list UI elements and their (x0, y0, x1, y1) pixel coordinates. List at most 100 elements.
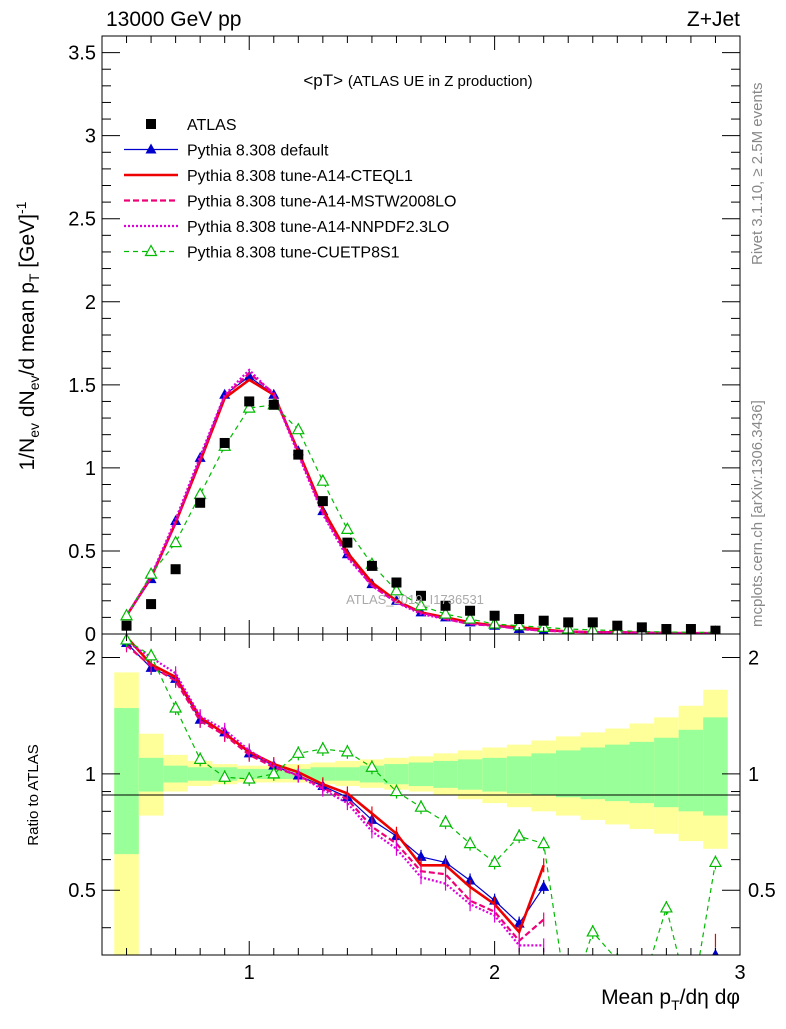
point-cuetp8s1-5 (242, 400, 256, 413)
y-tick-label-main-0: 0 (85, 624, 96, 646)
legend-entry-atlas: ATLAS (146, 117, 237, 134)
ratio-line-mstw-seg-0 (125, 644, 545, 943)
band-inner-16 (506, 756, 532, 794)
energy-label: 13000 GeV pp (106, 8, 241, 31)
band-inner-15 (482, 757, 507, 792)
point-atlas-2 (170, 564, 181, 575)
x-tick-label-2: 3 (734, 962, 745, 984)
y-tick-label-main-5: 2.5 (68, 209, 96, 231)
band-inner-13 (433, 760, 458, 788)
point-cuetp8s1-13 (439, 606, 453, 619)
legend-entry-cteql1: Pythia 8.308 tune-A14-CTEQL1 (124, 168, 413, 185)
y-axis-label-main: 1/Nev dNev/d mean pT [GeV]-1 (13, 201, 42, 470)
point-default-5 (243, 370, 255, 381)
point-atlas-9 (342, 537, 353, 548)
line-nnpdf-seg-0 (125, 368, 716, 634)
legend-marker-default (145, 143, 157, 154)
ratio-line-nnpdf-seg-0 (125, 640, 544, 947)
ratio-point-cuetp8s1-7 (291, 746, 305, 758)
point-cuetp8s1-3 (193, 487, 207, 500)
axis-ticks: 1 2 3 0 0.5 1 1.5 2 2.5 3 3.5 0.5 0.5 1 1 2 2 (68, 36, 776, 984)
band-inner-9 (335, 767, 360, 781)
plot-title-main: <pT> (303, 71, 343, 90)
band-inner-19 (580, 747, 606, 800)
y-tick-label-main-1: 0.5 (68, 541, 96, 563)
band-inner-3 (187, 767, 213, 781)
ratio-point-cuetp8s1-20 (616, 952, 619, 955)
point-cuetp8s1-1 (144, 566, 158, 579)
ratio-point-cuetp8s1-12 (414, 799, 428, 812)
point-atlas-3 (195, 497, 206, 508)
ratio-point-cuetp8s1-24 (708, 855, 722, 868)
ratio-point-cuetp8s1-19 (586, 924, 600, 937)
legend-entry-mstw: Pythia 8.308 tune-A14-MSTW2008LO (124, 194, 456, 211)
ratio-point-cuetp8s1-4 (218, 770, 232, 782)
ratio-point-cuetp8s1-17 (537, 836, 551, 849)
y-tick-label-ratio-left-1: 1 (85, 764, 96, 786)
band-inner-18 (555, 750, 581, 798)
point-atlas-6 (268, 399, 279, 410)
x-tick-label-0: 1 (244, 962, 255, 984)
band-inner-2 (163, 765, 188, 783)
ratio-point-default-17 (538, 880, 550, 891)
point-cuetp8s1-12 (414, 598, 428, 611)
point-atlas-15 (489, 610, 500, 621)
y-tick-label-main-6: 3 (85, 126, 96, 148)
point-atlas-14 (465, 605, 476, 616)
point-cuetp8s1-0 (120, 608, 134, 621)
ratio-point-cuetp8s1-16 (512, 828, 526, 841)
legend: ATLAS Pythia 8.308 default Pythia 8.308 tu… (124, 117, 456, 262)
y-tick-label-ratio-right-1: 1 (748, 764, 759, 786)
ratio-point-cuetp8s1-5 (242, 771, 256, 784)
y-tick-label-ratio-right-0: 0.5 (748, 880, 776, 902)
ratio-point-cuetp8s1-22 (659, 900, 673, 913)
plot-title-sub: (ATLAS UE in Z production) (348, 73, 533, 90)
point-atlas-16 (514, 614, 525, 625)
point-atlas-7 (293, 449, 304, 460)
point-cuetp8s1-2 (169, 535, 183, 548)
rivet-label: Rivet 3.1.10, ≥ 2.5M events (749, 83, 766, 266)
band-inner-24 (703, 717, 728, 816)
band-inner-12 (408, 762, 434, 787)
ratio-point-default-12 (415, 850, 427, 861)
ratio-point-cuetp8s1-1 (144, 648, 158, 661)
band-inner-22 (654, 737, 679, 808)
band-inner-1 (138, 757, 164, 792)
point-atlas-19 (587, 617, 598, 628)
ratio-point-cuetp8s1-15 (488, 855, 502, 868)
point-atlas-8 (317, 496, 328, 507)
point-atlas-20 (612, 620, 623, 631)
band-inner-20 (605, 744, 630, 802)
point-atlas-0 (121, 620, 132, 631)
legend-label-cuetp8s1: Pythia 8.308 tune-CUETP8S1 (187, 245, 400, 262)
legend-label-default: Pythia 8.308 default (187, 143, 329, 160)
point-atlas-10 (366, 560, 377, 571)
ratio-point-cuetp8s1-2 (169, 700, 183, 713)
point-atlas-17 (538, 615, 549, 626)
ratio-plot-data (120, 634, 722, 955)
legend-marker-atlas (146, 119, 156, 129)
series-atlas (121, 396, 721, 634)
legend-label-atlas: ATLAS (187, 117, 237, 134)
band-inner-8 (310, 767, 336, 781)
point-cuetp8s1-8 (316, 473, 330, 486)
ratio-series-cuetp8s1 (120, 634, 722, 955)
uncertainty-bands (114, 672, 728, 955)
plot-title: <pT> (ATLAS UE in Z production) (303, 71, 532, 90)
y-tick-label-ratio-left-0: 0.5 (68, 880, 96, 902)
legend-entry-cuetp8s1: Pythia 8.308 tune-CUETP8S1 (124, 244, 400, 262)
ratio-point-cuetp8s1-11 (389, 784, 403, 797)
point-atlas-18 (563, 617, 574, 628)
process-label: Z+Jet (687, 8, 740, 31)
point-atlas-4 (219, 437, 230, 448)
series-nnpdf (125, 368, 716, 634)
point-cuetp8s1-7 (291, 422, 305, 435)
band-inner-11 (384, 764, 409, 785)
ratio-point-cuetp8s1-14 (463, 836, 477, 849)
legend-label-cteql1: Pythia 8.308 tune-A14-CTEQL1 (187, 168, 413, 185)
y-tick-label-main-2: 1 (85, 458, 96, 480)
x-axis-label: Mean pT/dη dφ (601, 986, 740, 1013)
ratio-point-cuetp8s1-3 (193, 752, 207, 764)
legend-entry-nnpdf: Pythia 8.308 tune-A14-NNPDF2.3LO (124, 219, 449, 236)
